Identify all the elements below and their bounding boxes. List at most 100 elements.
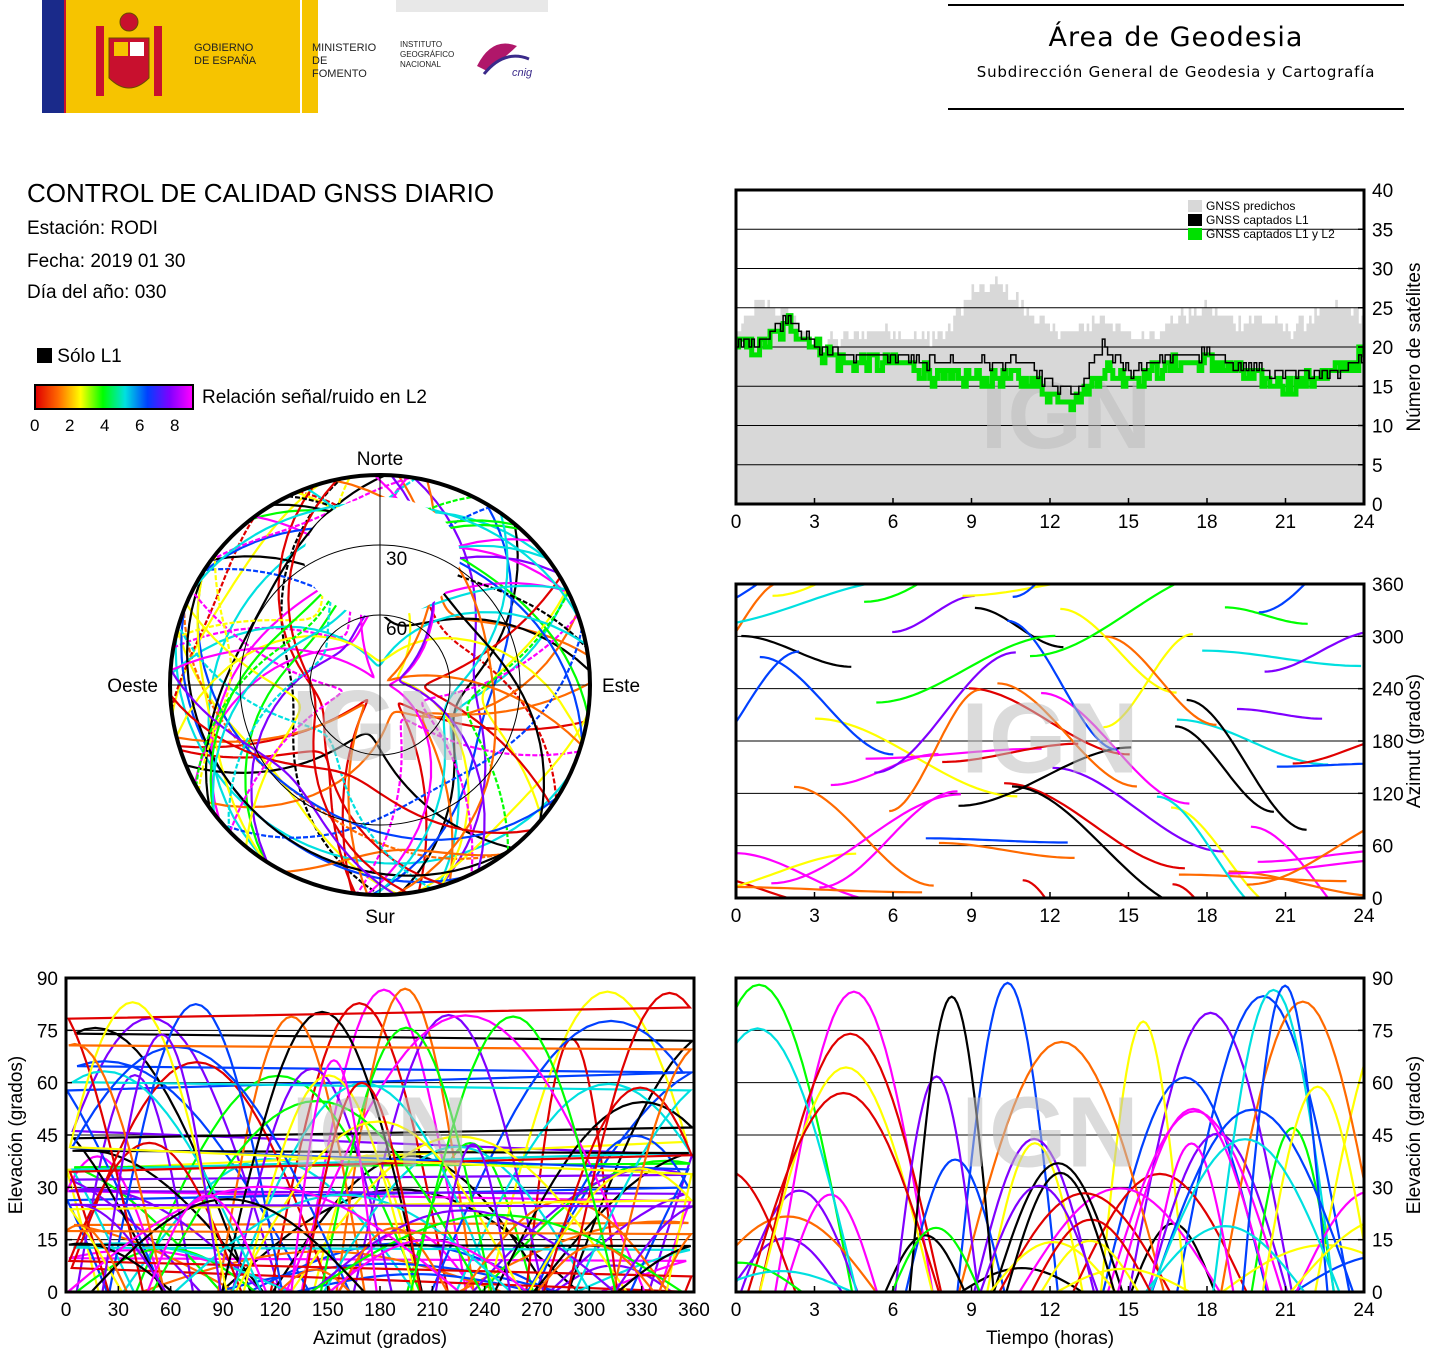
snr-ticks: 0 2 4 6 8	[30, 416, 200, 438]
y-axis-label: Elevación (grados)	[6, 1056, 27, 1214]
x-tick-label: 15	[1118, 512, 1139, 533]
azimuth-track	[1156, 795, 1247, 898]
elevation-azimuth-chart: IGN 0 30 60 90 120 150 180 210 240 270 300 330 360 0 15…	[6, 969, 710, 1349]
satellite-track	[170, 694, 533, 835]
elevation-track	[1289, 1222, 1364, 1292]
flag-stripe	[42, 0, 64, 113]
series-l1	[736, 314, 1364, 395]
elevation-track	[68, 1070, 693, 1292]
elevation-track	[986, 1142, 1084, 1292]
elevation-track	[992, 1162, 1124, 1292]
y-tick-label: 30	[37, 1178, 58, 1199]
svg-text:cnig: cnig	[512, 67, 533, 79]
legend-entry: GNSS captados L1 y L2	[1206, 227, 1335, 241]
elevation-track	[290, 1135, 628, 1292]
azimuth-track	[864, 584, 921, 603]
azimuth-track	[876, 634, 1056, 704]
north-gap	[304, 497, 460, 617]
satellite-track	[179, 699, 369, 894]
header-logos: GOBIERNO DE ESPAÑA MINISTERIO DE FOMENTO…	[42, 0, 552, 113]
elevation-track	[1220, 1000, 1364, 1292]
west-label: Oeste	[107, 676, 158, 697]
elevation-track	[242, 1074, 415, 1292]
x-tick-label: 15	[1118, 1300, 1139, 1321]
y-tick-label: 30	[1372, 260, 1393, 281]
elevation-track	[67, 1185, 460, 1292]
elevation-track	[1295, 1191, 1364, 1292]
x-tick-label: 24	[1353, 512, 1375, 533]
azimuth-track	[1246, 829, 1364, 886]
y-tick-label: 60	[1372, 837, 1393, 858]
x-tick-label: 12	[1039, 512, 1060, 533]
x-tick-label: 30	[108, 1300, 129, 1321]
elevation-track	[337, 1227, 449, 1292]
elevation-track	[409, 1015, 617, 1292]
elevation-track	[1149, 1138, 1341, 1292]
satellite-track	[421, 614, 579, 875]
azimuth-track	[1012, 584, 1038, 598]
south-label: Sur	[365, 907, 395, 928]
azimuth-track	[1250, 825, 1330, 898]
x-tick-label: 0	[731, 512, 742, 533]
azimuth-track	[1022, 879, 1047, 898]
elevation-track	[956, 981, 1059, 1292]
elevation-track	[989, 1240, 1117, 1292]
elevation-track	[66, 1224, 694, 1292]
x-tick-label: 300	[573, 1300, 605, 1321]
elevation-track	[70, 1203, 693, 1292]
snr-tick: 0	[30, 416, 40, 435]
elevation-track	[146, 1194, 268, 1292]
x-tick-label: 180	[364, 1300, 396, 1321]
azimuth-track	[1105, 635, 1217, 726]
satellite-track	[176, 704, 369, 895]
elevation-track	[66, 1019, 686, 1292]
series-l1-l2	[736, 313, 1364, 413]
watermark-text: IGN	[961, 682, 1139, 794]
x-tick-label: 18	[1196, 906, 1217, 927]
x-tick-label: 60	[160, 1300, 181, 1321]
satellite-track	[417, 713, 589, 893]
satellite-track	[180, 749, 357, 894]
elevation-track	[278, 1268, 351, 1292]
satellite-tracks	[736, 584, 1364, 898]
station-label: Estación: RODI	[27, 218, 158, 239]
elevation-track	[1040, 1239, 1140, 1292]
watermark-text: IGN	[291, 1076, 469, 1188]
azimuth-track	[1004, 782, 1185, 870]
elevation-track	[101, 1033, 222, 1292]
azimuth-track	[1171, 806, 1262, 898]
satellite-tracks	[736, 981, 1364, 1292]
cnig-logo-icon: cnig	[477, 43, 533, 79]
y-tick-label: 10	[1372, 417, 1393, 438]
legend-entry: GNSS predichos	[1206, 199, 1295, 213]
y-axis-label: Elevación (grados)	[1404, 1056, 1425, 1214]
elevation-track	[328, 1238, 528, 1292]
x-tick-label: 0	[731, 1300, 742, 1321]
azimuth-track	[1237, 707, 1323, 720]
y-tick-label: 15	[37, 1231, 58, 1252]
x-tick-label: 6	[888, 512, 899, 533]
azimuth-track	[759, 655, 894, 756]
x-tick-label: 18	[1196, 512, 1217, 533]
elevation-track	[1005, 1171, 1116, 1292]
y-tick-label: 180	[1372, 732, 1404, 753]
elevation-track	[1106, 1110, 1284, 1292]
y-tick-label: 240	[1372, 680, 1404, 701]
azimuth-track	[1257, 850, 1364, 863]
elevation-track	[335, 987, 475, 1292]
elevation-track	[736, 1269, 853, 1292]
elevation-track	[1261, 1085, 1364, 1292]
elevation-track	[736, 1027, 858, 1292]
x-tick-label: 90	[212, 1300, 233, 1321]
azimuth-track	[1178, 873, 1347, 883]
legend-entry: GNSS captados L1	[1206, 213, 1309, 227]
x-tick-label: 9	[966, 512, 977, 533]
x-tick-label: 3	[809, 906, 820, 927]
x-tick-label: 21	[1275, 1300, 1296, 1321]
x-tick-label: 6	[888, 906, 899, 927]
azimuth-track	[974, 606, 1064, 649]
flag-stripe-red	[64, 0, 66, 113]
